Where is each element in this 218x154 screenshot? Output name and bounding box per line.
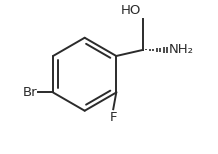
Text: F: F (109, 111, 117, 124)
Text: HO: HO (121, 4, 141, 17)
Text: NH₂: NH₂ (169, 43, 194, 56)
Text: Br: Br (22, 86, 37, 99)
